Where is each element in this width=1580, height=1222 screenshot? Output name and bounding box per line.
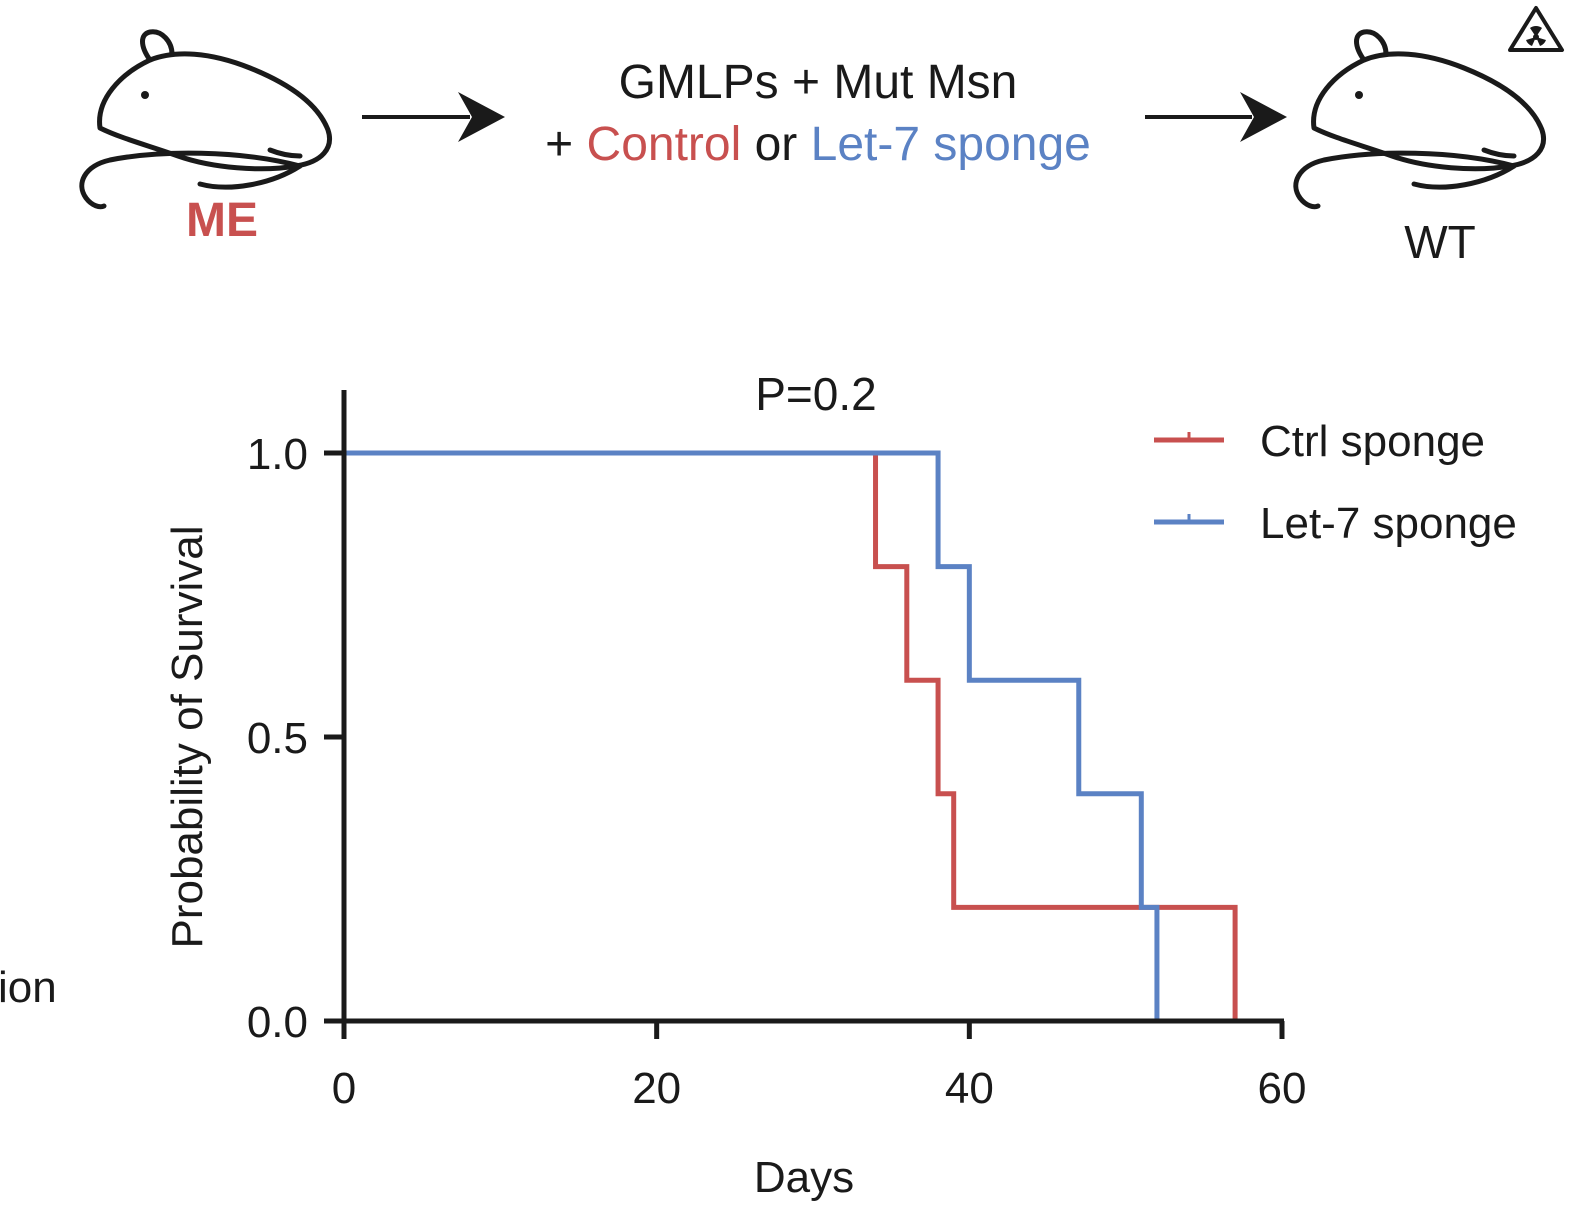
y-tick-label: 0.5 — [247, 714, 308, 763]
series-layer — [344, 450, 1238, 1021]
mouse-icon — [1293, 29, 1546, 210]
x-tick-label: 40 — [945, 1064, 994, 1113]
x-axis-label: Days — [754, 1153, 854, 1202]
right-arrow-icon — [362, 92, 505, 142]
chart-title: P=0.2 — [755, 368, 877, 420]
schematic: ME GMLPs + Mut Msn + Control or Let-7 sp… — [79, 6, 1564, 268]
series-line-let7-sponge — [344, 450, 1160, 1021]
legend-label: Let-7 sponge — [1260, 499, 1517, 548]
radiation-warning-icon — [1508, 6, 1564, 52]
x-tick-label: 0 — [332, 1064, 356, 1113]
series-line-ctrl-sponge — [344, 450, 1238, 1021]
x-tick-label: 60 — [1258, 1064, 1307, 1113]
survival-chart: P=0.2 Probability of Survival Days 0 20 40… — [163, 368, 1517, 1202]
treatment-line-1: GMLPs + Mut Msn — [619, 56, 1018, 109]
treatment-control: Control — [587, 118, 742, 171]
mouse-icon — [79, 29, 332, 210]
recipient-label: WT — [1404, 216, 1476, 268]
legend-label: Ctrl sponge — [1260, 417, 1485, 466]
y-tick-label: 1.0 — [247, 430, 308, 479]
treatment-line-2: + Control or Let-7 sponge — [545, 118, 1091, 171]
x-tick-label: 20 — [632, 1064, 681, 1113]
treatment-prefix: + — [545, 118, 586, 171]
y-axis-label: Probability of Survival — [163, 525, 212, 948]
donor-label: ME — [186, 194, 258, 247]
legend: Ctrl sponge Let-7 sponge — [1154, 417, 1517, 548]
treatment-or: or — [741, 118, 810, 171]
axes-layer: 0 20 40 60 0.0 0.5 1.0 — [247, 390, 1307, 1113]
treatment-sponge: Let-7 sponge — [811, 118, 1091, 171]
right-arrow-icon — [1145, 92, 1287, 142]
cropped-text-fragment: ion — [0, 963, 57, 1012]
y-tick-label: 0.0 — [247, 998, 308, 1047]
